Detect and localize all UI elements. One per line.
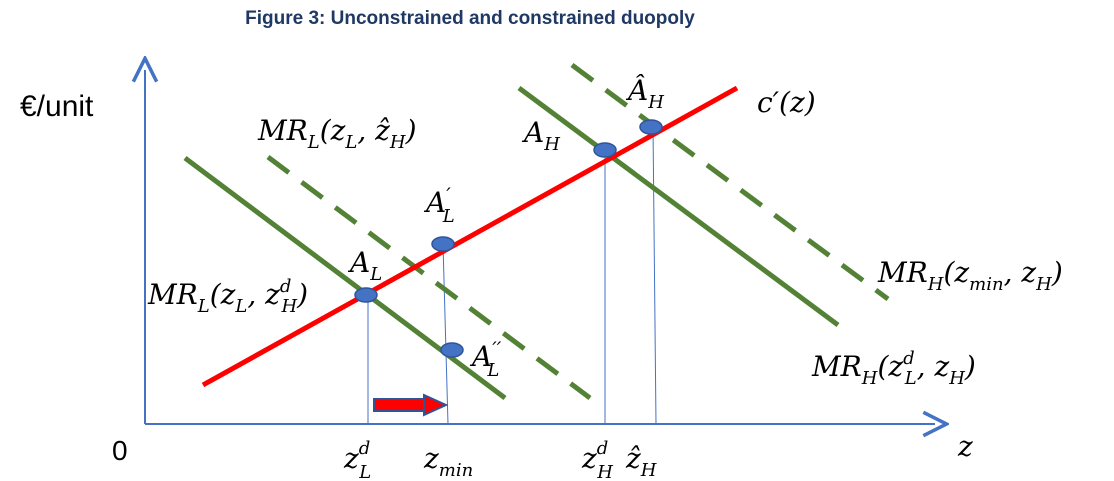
mr-h-dashed-label: MRH(zmin, zH)	[877, 256, 1063, 295]
mr-l-dashed-line	[266, 154, 592, 401]
drop-line-zmin	[442, 243, 449, 425]
label-A-H-hat: ÂH	[625, 74, 664, 113]
point-A-L-dprime	[440, 342, 464, 358]
tick-zLd: zd L	[343, 438, 371, 481]
shift-arrow	[373, 393, 449, 417]
point-A-L-prime	[431, 236, 455, 252]
label-A-L-dprime: A′′ L	[469, 337, 502, 381]
drop-line-zH-hat	[652, 126, 657, 425]
x-axis-label: z	[957, 430, 973, 463]
figure-title: Figure 3: Unconstrained and constrained …	[245, 8, 695, 29]
mr-l-dashed-label: MRL(zL, ẑH)	[257, 114, 417, 153]
mr-l-solid-line	[183, 156, 507, 400]
y-axis-label: €/unit	[20, 90, 94, 123]
tick-zmin: zmin	[423, 442, 473, 481]
origin-label: 0	[112, 435, 128, 466]
label-A-L-prime: A′ L	[423, 183, 455, 227]
mr-h-solid-line	[517, 85, 840, 328]
marginal-cost-label: c′(z)	[757, 86, 816, 119]
tick-zH-hat: ẑH	[625, 442, 657, 481]
tick-zHd: zd H	[581, 438, 613, 481]
mr-h-solid-label: MRH(zd L, zH)	[811, 348, 976, 389]
point-A-H-hat	[639, 119, 663, 135]
point-A-L	[354, 287, 378, 303]
mr-h-dashed-line	[570, 62, 890, 302]
marginal-cost-line	[201, 85, 739, 388]
mr-l-solid-label: MRL(zL, zd H)	[147, 276, 308, 317]
label-A-H: AH	[521, 116, 560, 155]
label-A-L: AL	[347, 246, 382, 285]
point-A-H	[593, 142, 617, 158]
